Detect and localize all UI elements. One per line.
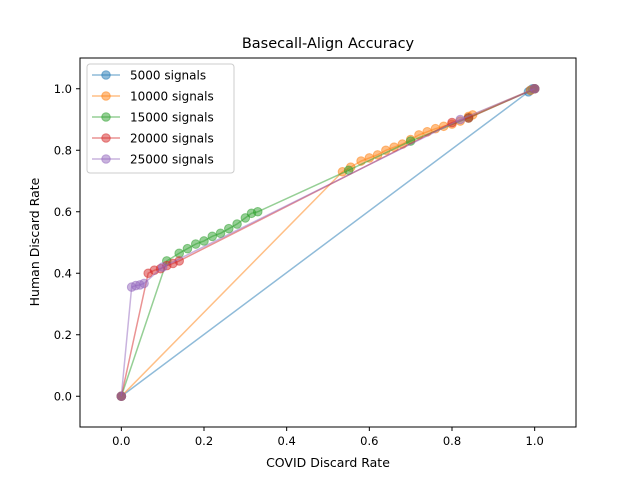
data-point [139,278,149,289]
legend-item: 5000 signals [92,69,206,83]
legend-marker [101,154,111,164]
x-tick-label: 0.4 [278,434,296,448]
legend-item: 15000 signals [92,111,214,125]
y-tick-label: 0.6 [54,205,72,219]
x-tick-label: 0.0 [112,434,130,448]
legend-item: 20000 signals [92,132,214,146]
data-point [252,206,263,217]
y-tick-label: 0.0 [54,389,72,403]
plot-frame [79,57,577,428]
data-point [116,391,127,402]
y-axis-label: Human Discard Rate [27,177,42,306]
legend-label: 10000 signals [130,90,214,104]
legend-marker [101,91,111,101]
y-tick-label: 0.4 [54,266,72,280]
x-axis-label: COVID Discard Rate [266,455,390,470]
legend-label: 25000 signals [130,153,214,167]
chart-title: Basecall-Align Accuracy [242,36,415,52]
legend-item: 10000 signals [92,90,214,104]
x-tick-label: 0.8 [443,434,461,448]
legend: 5000 signals 10000 signals 15000 signals 20… [86,63,235,174]
data-point [199,236,209,246]
data-point [224,223,234,234]
legend-marker [101,133,111,143]
y-axis: 0.0 0.2 0.4 0.6 0.8 1.0 [54,82,80,403]
x-tick-label: 0.6 [360,434,378,448]
legend-label: 20000 signals [130,132,214,146]
legend-box [86,63,235,174]
y-tick-label: 0.2 [54,328,72,342]
data-point [455,114,466,125]
legend-label: 5000 signals [130,69,206,83]
legend-marker [101,112,111,122]
data-point [529,83,540,94]
x-tick-label: 0.2 [195,434,213,448]
data-point [157,262,168,272]
data-point [207,231,218,242]
legend-marker [101,70,111,80]
legend-label: 15000 signals [130,111,214,125]
legend-item: 25000 signals [92,153,214,167]
data-point [232,219,242,229]
x-tick-label: 1.0 [526,434,544,448]
data-point [190,239,201,249]
data-point [182,243,193,254]
y-tick-label: 1.0 [54,82,72,96]
series-layer [116,83,540,402]
series-5 [116,83,540,402]
x-axis: 0.0 0.2 0.4 0.6 0.8 1.0 [112,427,544,448]
y-tick-label: 0.8 [54,143,72,157]
